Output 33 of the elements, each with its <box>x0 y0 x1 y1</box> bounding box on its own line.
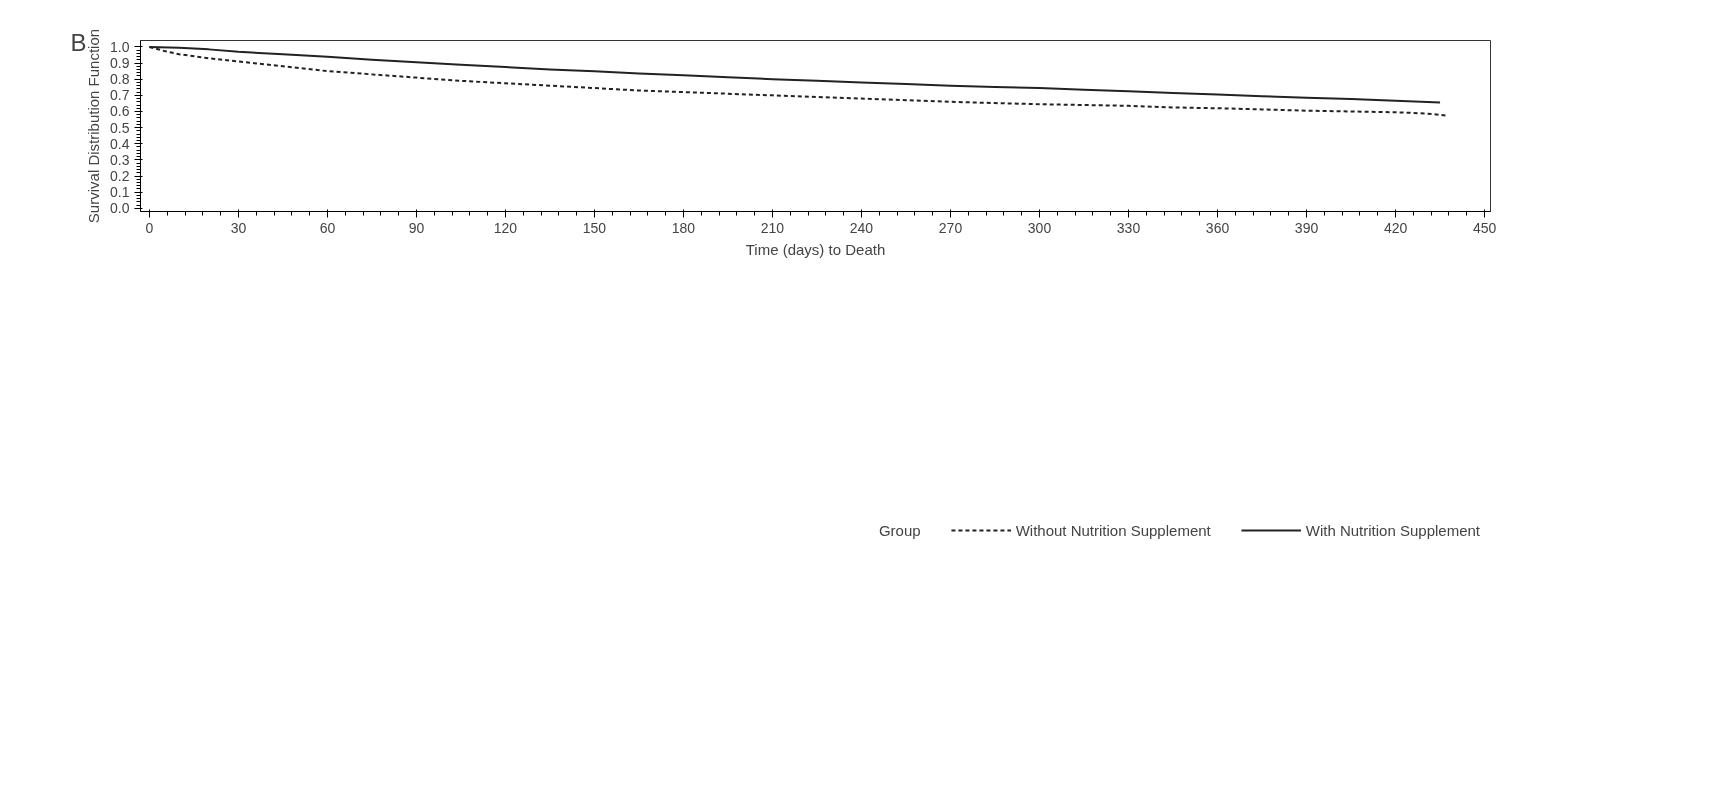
x-tick-label: 120 <box>493 219 518 236</box>
x-tick-label: 90 <box>408 219 425 236</box>
x-tick-label: 270 <box>938 219 963 236</box>
y-tick-label: 0.3 <box>110 151 130 168</box>
y-tick-label: 0.9 <box>110 55 130 72</box>
y-tick-label: 0.5 <box>110 119 130 136</box>
y-tick-label: 0.8 <box>110 71 130 88</box>
y-axis-title: Survival Distribution Function <box>85 28 103 224</box>
x-tick-label: 240 <box>849 219 874 236</box>
legend-label: Without Nutrition Supplement <box>1015 521 1211 539</box>
legend-title: Group <box>878 521 921 539</box>
x-axis-title: Time (days) to Death <box>745 240 886 258</box>
x-tick-label: 150 <box>582 219 607 236</box>
x-tick-label: 210 <box>760 219 785 236</box>
y-tick-label: 0.6 <box>110 103 130 120</box>
x-tick-label: 180 <box>671 219 696 236</box>
x-tick-label: 330 <box>1116 219 1141 236</box>
y-tick-label: 0.7 <box>110 87 130 104</box>
y-tick-label: 0.1 <box>110 184 130 201</box>
x-tick-label: 450 <box>1472 219 1497 236</box>
x-tick-label: 30 <box>230 219 247 236</box>
legend-label: With Nutrition Supplement <box>1305 521 1480 539</box>
x-tick-label: 0 <box>145 219 154 236</box>
y-tick-label: 1.0 <box>110 38 130 55</box>
x-tick-label: 420 <box>1383 219 1408 236</box>
x-tick-label: 360 <box>1205 219 1230 236</box>
x-tick-label: 300 <box>1027 219 1052 236</box>
y-tick-label: 0.0 <box>110 200 130 217</box>
x-tick-label: 60 <box>319 219 336 236</box>
y-tick-label: 0.2 <box>110 168 130 185</box>
text: B <box>70 28 87 56</box>
y-tick-label: 0.4 <box>110 135 130 152</box>
x-tick-label: 390 <box>1294 219 1319 236</box>
